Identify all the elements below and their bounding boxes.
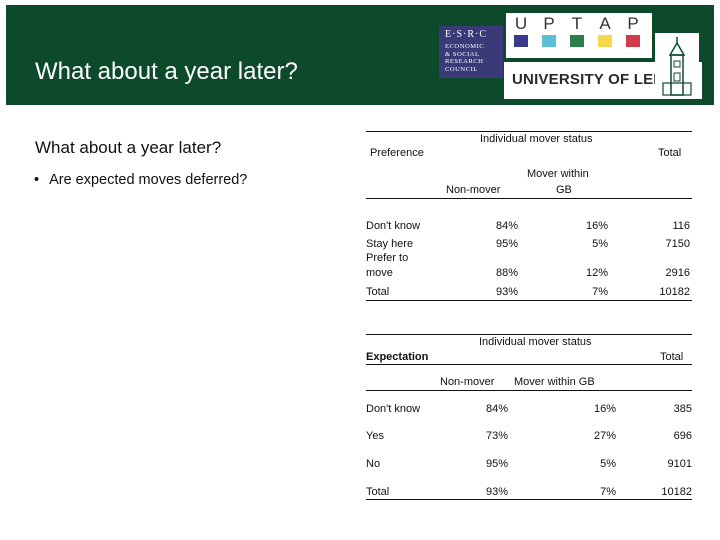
total-header: Total <box>660 351 684 363</box>
table-cell: 7150 <box>665 238 690 250</box>
table-cell: 16% <box>593 403 616 415</box>
esrc-logo: E·S·R·C ECONOMIC & SOCIAL RESEARCH COUNC… <box>439 26 503 78</box>
esrc-logo-initials: E·S·R·C <box>445 29 487 40</box>
table-cell: 95% <box>495 238 518 250</box>
uptap-color-square <box>598 35 612 47</box>
table-cell: 95% <box>485 458 508 470</box>
table-row-label: No <box>366 458 381 470</box>
table-cell: 9101 <box>667 458 692 470</box>
table-row-label: move <box>366 267 393 279</box>
table-cell: 7% <box>592 286 608 298</box>
uptap-color-square <box>626 35 640 47</box>
table-rule <box>366 390 692 391</box>
bullet-item: • Are expected moves deferred? <box>34 172 248 188</box>
table-row-label: Total <box>366 286 390 298</box>
table-row-label: Yes <box>366 430 384 442</box>
university-name: UNIVERSITY OF LEEDS <box>512 71 685 88</box>
table-rule <box>366 499 692 500</box>
uptap-logo: U P T A P <box>506 13 652 58</box>
row-header: Preference <box>370 147 424 159</box>
total-header: Total <box>658 147 682 159</box>
uptap-letter: A <box>599 14 611 33</box>
uptap-letter: P <box>627 14 639 33</box>
slide-title: What about a year later? <box>35 58 298 85</box>
uptap-color-square <box>542 35 556 47</box>
table-cell: 116 <box>672 220 690 232</box>
table-cell: 73% <box>485 430 508 442</box>
uptap-letter: U <box>514 14 528 33</box>
table-rule <box>366 131 692 132</box>
table-cell: 5% <box>600 458 616 470</box>
table-cell: 696 <box>673 430 692 442</box>
table-row-label: Stay here <box>366 238 414 250</box>
table-cell: 5% <box>592 238 608 250</box>
column-header: Non-mover <box>440 376 495 388</box>
table-cell: 16% <box>585 220 608 232</box>
group-header: Individual mover status <box>480 133 593 145</box>
table-cell: 84% <box>485 403 508 415</box>
table-cell: 10182 <box>659 286 690 298</box>
table-cell: 385 <box>673 403 692 415</box>
group-header: Individual mover status <box>479 336 592 348</box>
table-cell: 12% <box>585 267 608 279</box>
column-header: GB <box>556 184 572 196</box>
table-rule <box>366 334 692 335</box>
university-tower-icon <box>655 33 699 99</box>
table-cell: 93% <box>495 286 518 298</box>
esrc-logo-text: ECONOMIC & SOCIAL RESEARCH COUNCIL <box>445 43 485 73</box>
column-header: Mover within GB <box>514 376 595 388</box>
uptap-color-square <box>514 35 528 47</box>
column-header: Mover within <box>527 168 589 180</box>
table-cell: 2916 <box>665 267 690 279</box>
table-cell: 88% <box>495 267 518 279</box>
table-cell: 84% <box>495 220 518 232</box>
uptap-color-square <box>570 35 584 47</box>
row-header: Expectation <box>366 351 429 363</box>
table-rule <box>366 198 692 199</box>
content-subtitle: What about a year later? <box>35 138 222 157</box>
table-cell: 10182 <box>661 486 692 498</box>
table-rule <box>366 300 692 301</box>
column-header: Non-mover <box>446 184 501 196</box>
table-cell: 7% <box>600 486 616 498</box>
table-row-label: Don't know <box>366 220 421 232</box>
table-cell: 93% <box>485 486 508 498</box>
uptap-letter: T <box>571 14 583 33</box>
table-cell: 27% <box>593 430 616 442</box>
table-row-label: Prefer to <box>366 252 409 264</box>
table-row-label: Total <box>366 486 390 498</box>
table-row-label: Don't know <box>366 403 421 415</box>
bullet-icon: • <box>34 172 40 188</box>
uptap-letter: P <box>543 14 555 33</box>
table-rule <box>366 364 692 365</box>
